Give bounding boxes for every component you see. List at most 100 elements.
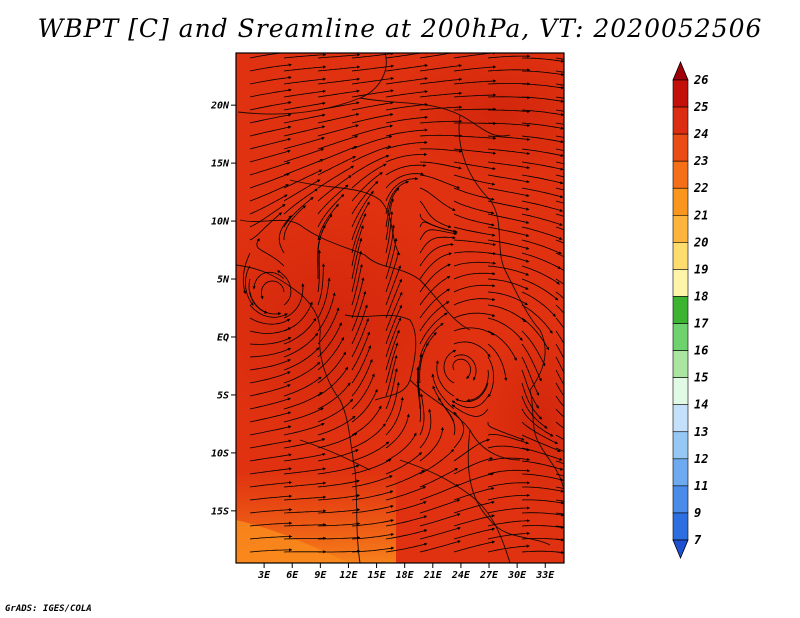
streamline bbox=[453, 514, 495, 527]
streamline bbox=[317, 366, 349, 397]
colorbar-swatch bbox=[672, 242, 689, 270]
streamline bbox=[453, 65, 497, 72]
streamline bbox=[453, 135, 497, 140]
colorbar-bottom-arrow bbox=[672, 539, 689, 560]
streamline bbox=[351, 113, 394, 124]
streamline bbox=[453, 487, 495, 501]
streamline bbox=[487, 135, 531, 141]
streamline bbox=[521, 200, 564, 212]
streamline bbox=[555, 70, 564, 73]
streamline bbox=[418, 354, 423, 397]
streamline bbox=[419, 77, 463, 85]
colorbar-swatch bbox=[672, 350, 689, 378]
streamline bbox=[487, 291, 528, 306]
streamline bbox=[419, 105, 463, 111]
streamline bbox=[555, 343, 564, 360]
streamline bbox=[385, 180, 410, 215]
streamline bbox=[419, 301, 450, 332]
streamline bbox=[419, 342, 429, 384]
streamline bbox=[385, 515, 428, 527]
streamline bbox=[419, 229, 458, 241]
streamline bbox=[555, 239, 564, 244]
streamline bbox=[443, 349, 457, 384]
streamline bbox=[521, 525, 564, 529]
colorbar-label: 26 bbox=[693, 73, 708, 87]
streamline bbox=[351, 237, 363, 280]
streamline bbox=[252, 271, 285, 290]
streamline bbox=[385, 381, 400, 423]
streamline bbox=[453, 438, 491, 462]
streamline bbox=[555, 525, 564, 528]
streamline bbox=[317, 263, 326, 306]
streamline bbox=[487, 68, 531, 72]
streamline bbox=[317, 135, 359, 150]
lat-tick-label: 20N bbox=[210, 101, 230, 112]
colorbar-swatch bbox=[672, 377, 689, 406]
streamline bbox=[249, 304, 288, 318]
streamline bbox=[419, 408, 432, 449]
streamline bbox=[521, 499, 564, 505]
streamline bbox=[555, 421, 564, 429]
streamline bbox=[317, 89, 360, 98]
streamline bbox=[419, 200, 452, 228]
streamline bbox=[249, 494, 293, 501]
streamline bbox=[453, 107, 497, 111]
streamline bbox=[283, 407, 324, 423]
streamline bbox=[283, 53, 327, 59]
streamline bbox=[453, 174, 496, 186]
streamline bbox=[385, 529, 428, 540]
lat-tick-label: 5S bbox=[217, 390, 229, 401]
streamline bbox=[419, 276, 451, 306]
streamline bbox=[555, 174, 564, 178]
streamline bbox=[419, 393, 425, 436]
streamline bbox=[555, 252, 564, 258]
lon-tick-label: 12E bbox=[339, 570, 358, 581]
streamline bbox=[317, 494, 361, 501]
streamline bbox=[351, 172, 383, 202]
streamline bbox=[249, 337, 292, 345]
streamline bbox=[249, 212, 283, 241]
colorbar-label: 17 bbox=[694, 317, 709, 331]
streamline bbox=[419, 174, 461, 189]
streamline bbox=[249, 184, 289, 202]
streamline bbox=[351, 277, 365, 319]
streamline bbox=[256, 238, 285, 267]
streamline bbox=[453, 327, 495, 336]
streamline bbox=[487, 304, 527, 323]
streamline bbox=[419, 526, 461, 540]
streamline bbox=[385, 413, 410, 449]
streamline bbox=[318, 549, 361, 553]
streamline bbox=[317, 236, 321, 279]
streamline bbox=[521, 83, 564, 90]
streamline bbox=[283, 148, 325, 163]
colorbar-swatch bbox=[672, 133, 689, 162]
streamline bbox=[555, 57, 564, 60]
streamline bbox=[521, 226, 563, 240]
streamline bbox=[351, 201, 370, 241]
streamline bbox=[283, 536, 327, 540]
streamline bbox=[385, 329, 400, 371]
streamline bbox=[351, 180, 379, 215]
streamline bbox=[317, 77, 361, 85]
streamline bbox=[317, 203, 339, 241]
streamline bbox=[453, 79, 497, 85]
streamline bbox=[521, 330, 546, 367]
streamline bbox=[419, 263, 451, 293]
streamline bbox=[419, 449, 455, 475]
streamline bbox=[453, 239, 497, 247]
streamline bbox=[317, 249, 321, 293]
lon-tick-label: 9E bbox=[314, 570, 327, 581]
streamline bbox=[249, 125, 292, 137]
streamline bbox=[487, 252, 530, 263]
streamline bbox=[351, 317, 369, 358]
streamline bbox=[249, 149, 291, 163]
lat-tick-label: 15N bbox=[211, 159, 230, 170]
streamline bbox=[555, 187, 564, 191]
streamline bbox=[249, 204, 286, 228]
colorbar-swatch bbox=[672, 458, 689, 487]
streamline bbox=[555, 278, 564, 285]
streamline bbox=[419, 288, 451, 319]
streamline bbox=[385, 211, 394, 254]
colorbar-label: 16 bbox=[694, 344, 708, 358]
colorbar-swatch bbox=[672, 269, 689, 297]
